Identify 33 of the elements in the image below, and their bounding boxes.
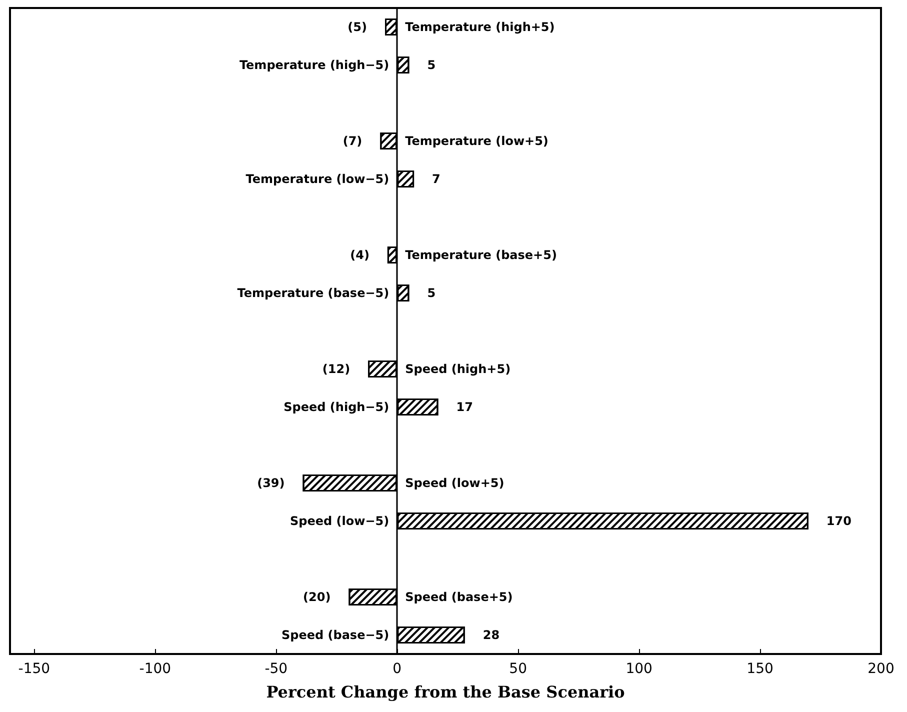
x-tick-label: 0 bbox=[392, 661, 402, 677]
x-tick-label: 100 bbox=[626, 661, 652, 677]
y-tick-label: Temperature (low−5) bbox=[246, 172, 390, 186]
y-tick-label: Speed (high+5) bbox=[405, 362, 511, 376]
y-tick-label: Speed (low+5) bbox=[405, 476, 504, 490]
data-label: (4) bbox=[350, 248, 370, 262]
data-label: 28 bbox=[482, 628, 500, 642]
y-tick-label: Speed (low−5) bbox=[290, 514, 390, 528]
data-label: (7) bbox=[342, 134, 362, 148]
data-label: (20) bbox=[303, 590, 331, 604]
y-tick-label: Temperature (high+5) bbox=[405, 20, 555, 34]
y-tick-label: Speed (high−5) bbox=[284, 400, 390, 414]
x-tick-label: -50 bbox=[264, 661, 288, 677]
data-label: (39) bbox=[257, 476, 285, 490]
y-tick-label: Temperature (base−5) bbox=[237, 286, 390, 300]
y-tick-label: Speed (base−5) bbox=[281, 628, 390, 642]
x-tick-label: 50 bbox=[509, 661, 527, 677]
data-label: 17 bbox=[456, 400, 473, 414]
y-tick-label: Temperature (low+5) bbox=[405, 134, 548, 148]
data-label: 170 bbox=[826, 514, 852, 528]
x-tick-label: -150 bbox=[18, 661, 50, 677]
data-label: (12) bbox=[322, 362, 350, 376]
data-label: 5 bbox=[427, 58, 436, 72]
x-tick-label: -100 bbox=[139, 661, 172, 677]
x-tick-label: 200 bbox=[868, 661, 894, 677]
data-label: (5) bbox=[348, 20, 368, 34]
x-tick-label: 150 bbox=[746, 661, 774, 677]
y-tick-label: Temperature (high−5) bbox=[239, 58, 390, 72]
y-tick-label: Temperature (base+5) bbox=[405, 248, 557, 262]
data-label: 7 bbox=[432, 172, 440, 186]
x-axis-title: Percent Change from the Base Scenario bbox=[266, 682, 626, 702]
y-tick-label: Speed (base+5) bbox=[405, 590, 513, 604]
data-label: 5 bbox=[427, 286, 436, 300]
